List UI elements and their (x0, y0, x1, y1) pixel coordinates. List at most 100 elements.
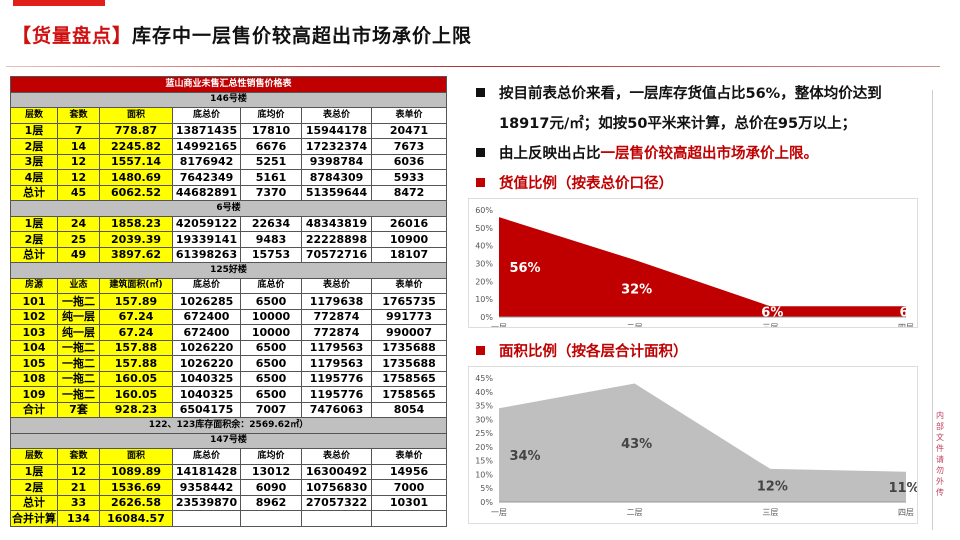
table-cell: 底均价 (240, 448, 302, 465)
table-row: 108 一拖二 160.05 1040325 6500 1195776 1758565 (10, 370, 448, 387)
table-cell: 26016 (370, 215, 448, 232)
x-tick-label: 三层 (762, 508, 778, 517)
table-cell: 122、123库存面积余：2569.62㎡） (9, 417, 448, 434)
table-cell: 6676 (240, 138, 302, 155)
note-row: 122、123库存面积余：2569.62㎡） (9, 417, 448, 434)
table-cell: 1858.23 (99, 215, 173, 232)
table-cell: 7370 (240, 184, 302, 201)
table-cell: 8054 (370, 401, 448, 418)
confidential-note: 内部文件 请勿外传 (936, 411, 944, 497)
table-cell: 25 (57, 231, 100, 248)
table-cell: 表单价 (370, 107, 448, 124)
table-cell: 1735688 (370, 339, 448, 356)
table-cell: 24 (57, 215, 100, 232)
table-row: 2层 25 2039.39 19339141 9483 22228898 10900 (10, 231, 448, 248)
title-tag: 【货量盘点】 (12, 25, 133, 47)
table-caption: 蓝山商业未售汇总性销售价格表 (9, 76, 448, 93)
table-cell: 6500 (240, 355, 302, 372)
table-row: 2层 21 1536.69 9358442 6090 10756830 7000 (10, 479, 448, 496)
table-cell: 104 (10, 339, 58, 356)
y-tick-label: 30% (475, 260, 493, 269)
table-cell: 9358442 (172, 479, 241, 496)
page-title: 【货量盘点】库存中一层售价较高超出市场承价上限 (12, 24, 552, 48)
table-cell: 1536.69 (99, 479, 173, 496)
table-cell: 134 (57, 510, 100, 527)
table-cell: 103 (10, 324, 58, 341)
data-label: 34% (509, 449, 540, 464)
table-row: 总计 49 3897.62 61398263 15753 70572716 18107 (10, 246, 448, 263)
table-cell: 5161 (240, 169, 302, 186)
table-cell: 3层 (10, 153, 58, 170)
table-cell: 面积 (99, 448, 173, 465)
table-cell: 672400 (172, 308, 241, 325)
table-cell: 8784309 (301, 169, 372, 186)
table-cell: 51359644 (301, 184, 372, 201)
table-cell: 14992165 (172, 138, 241, 155)
table-cell: 纯一层 (57, 308, 100, 325)
table-cell: 面积 (99, 107, 173, 124)
table-cell: 18107 (370, 246, 448, 263)
table-cell: 6500 (240, 386, 302, 403)
table-cell: 67.24 (99, 324, 173, 341)
table-cell: 一拖二 (57, 370, 100, 387)
table-cell: 1195776 (301, 370, 372, 387)
table-cell: 1040325 (172, 370, 241, 387)
y-tick-label: 0% (480, 313, 493, 322)
bullet-1: 按目前表总价来看，一层库存货值占比56%，整体均价达到 (476, 84, 882, 104)
table-cell: 一拖二 (57, 293, 100, 310)
area-series (499, 217, 906, 317)
table-cell: 14956 (370, 463, 448, 480)
section-area-ratio: 面积比例（按各层合计面积） (476, 342, 688, 362)
table-cell: 2245.82 (99, 138, 173, 155)
table-cell: 底总价 (172, 107, 241, 124)
data-label: 32% (621, 282, 652, 297)
value-ratio-chart: 0% 10% 20% 30% 40% 50% 60% 一层 二层 三层 四层 56% 32% 6% 6 (468, 198, 918, 328)
table-cell: 8472 (370, 184, 448, 201)
table-cell: 7套 (57, 401, 100, 418)
table-cell: 672400 (172, 324, 241, 341)
table-row: 1层 7 778.87 13871435 17810 15944178 20471 (10, 122, 448, 139)
x-tick-label: 一层 (491, 323, 507, 328)
table-cell: 20471 (370, 122, 448, 139)
data-label: 6 (899, 306, 908, 321)
table-row: 1层 24 1858.23 42059122 22634 48343819 26016 (10, 215, 448, 232)
data-label: 11% (888, 481, 918, 496)
table-cell: 7000 (370, 479, 448, 496)
table-cell: 49 (57, 246, 100, 263)
table-cell: 772874 (301, 324, 372, 341)
title-text: 库存中一层售价较高超出市场承价上限 (132, 25, 473, 47)
table-cell: 13012 (240, 463, 302, 480)
table-cell: 14 (57, 138, 100, 155)
table-cell: 3897.62 (99, 246, 173, 263)
table-cell: 7007 (240, 401, 302, 418)
table-header: 层数 套数 面积 底总价 底均价 表总价 表单价 (10, 448, 448, 465)
y-tick-label: 50% (475, 224, 493, 233)
bullet-icon (476, 178, 485, 187)
table-cell: 6062.52 (99, 184, 173, 201)
table-cell: 业态 (57, 277, 100, 294)
table-cell: 22228898 (301, 231, 372, 248)
table-cell: 10301 (370, 494, 448, 511)
table-cell: 6500 (240, 293, 302, 310)
table-cell: 125好楼 (9, 262, 448, 279)
table-cell: 1026285 (172, 293, 241, 310)
price-table: 蓝山商业未售汇总性销售价格表 146号楼层数 套数 面积 底总价 底均价 表总价 表单价 1层 7… (9, 76, 448, 527)
empty-cell (172, 510, 241, 527)
table-cell: 表单价 (370, 277, 448, 294)
table-cell: 底总价 (172, 448, 241, 465)
y-tick-label: 25% (475, 429, 493, 438)
empty-cell (240, 510, 302, 527)
y-tick-label: 35% (475, 402, 493, 411)
table-cell: 10756830 (301, 479, 372, 496)
table-cell: 48343819 (301, 215, 372, 232)
table-row: 103 纯一层 67.24 672400 10000 772874 990007 (10, 324, 448, 341)
table-cell: 146号楼 (9, 91, 448, 108)
table-cell: 1179638 (301, 293, 372, 310)
table-cell: 7673 (370, 138, 448, 155)
table-cell: 772874 (301, 308, 372, 325)
table-cell: 15944178 (301, 122, 372, 139)
table-cell: 2层 (10, 231, 58, 248)
table-cell: 8176942 (172, 153, 241, 170)
area-series (499, 383, 906, 502)
table-cell: 16300492 (301, 463, 372, 480)
